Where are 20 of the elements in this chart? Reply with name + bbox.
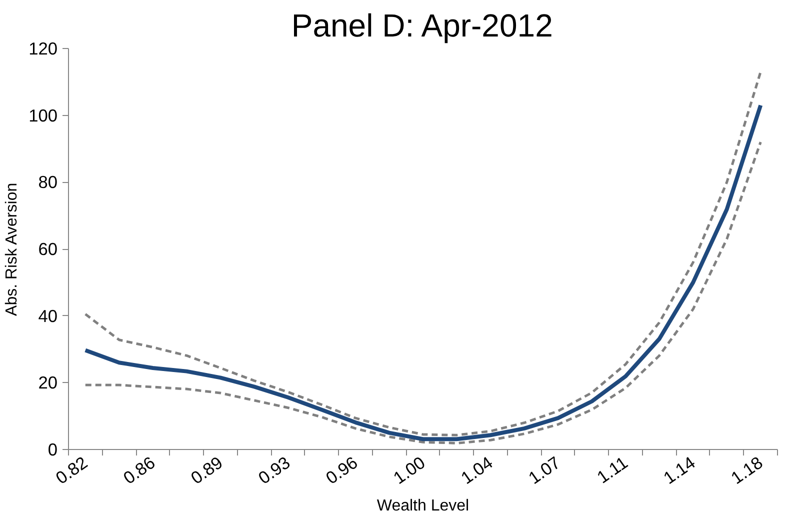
x-tick-label: 1.04 [457,452,497,488]
x-tick-label: 1.14 [660,452,700,488]
x-tick-label: 1.00 [390,452,429,488]
x-tick-label: 1.18 [727,452,766,488]
x-axis-title: Wealth Level [376,498,470,515]
y-tick-label: 60 [38,239,58,259]
y-tick-label: 120 [28,38,58,58]
y-tick-label: 100 [28,105,58,126]
x-tick-label: 0.89 [187,452,226,488]
y-tick-label: 20 [38,372,58,393]
y-tick-label: 80 [38,172,58,192]
chart-title: Panel D: Apr-2012 [291,8,553,44]
x-tick-label: 0.96 [322,452,362,488]
x-tick-label: 1.07 [524,452,564,488]
y-tick-label: 40 [38,306,58,326]
y-tick-label: 0 [48,440,58,460]
y-axis-title: Abs. Risk Aversion [4,182,21,316]
x-tick-label: 1.11 [593,452,632,488]
x-tick-label: 0.93 [254,452,294,488]
x-tick-label: 0.86 [120,452,159,488]
